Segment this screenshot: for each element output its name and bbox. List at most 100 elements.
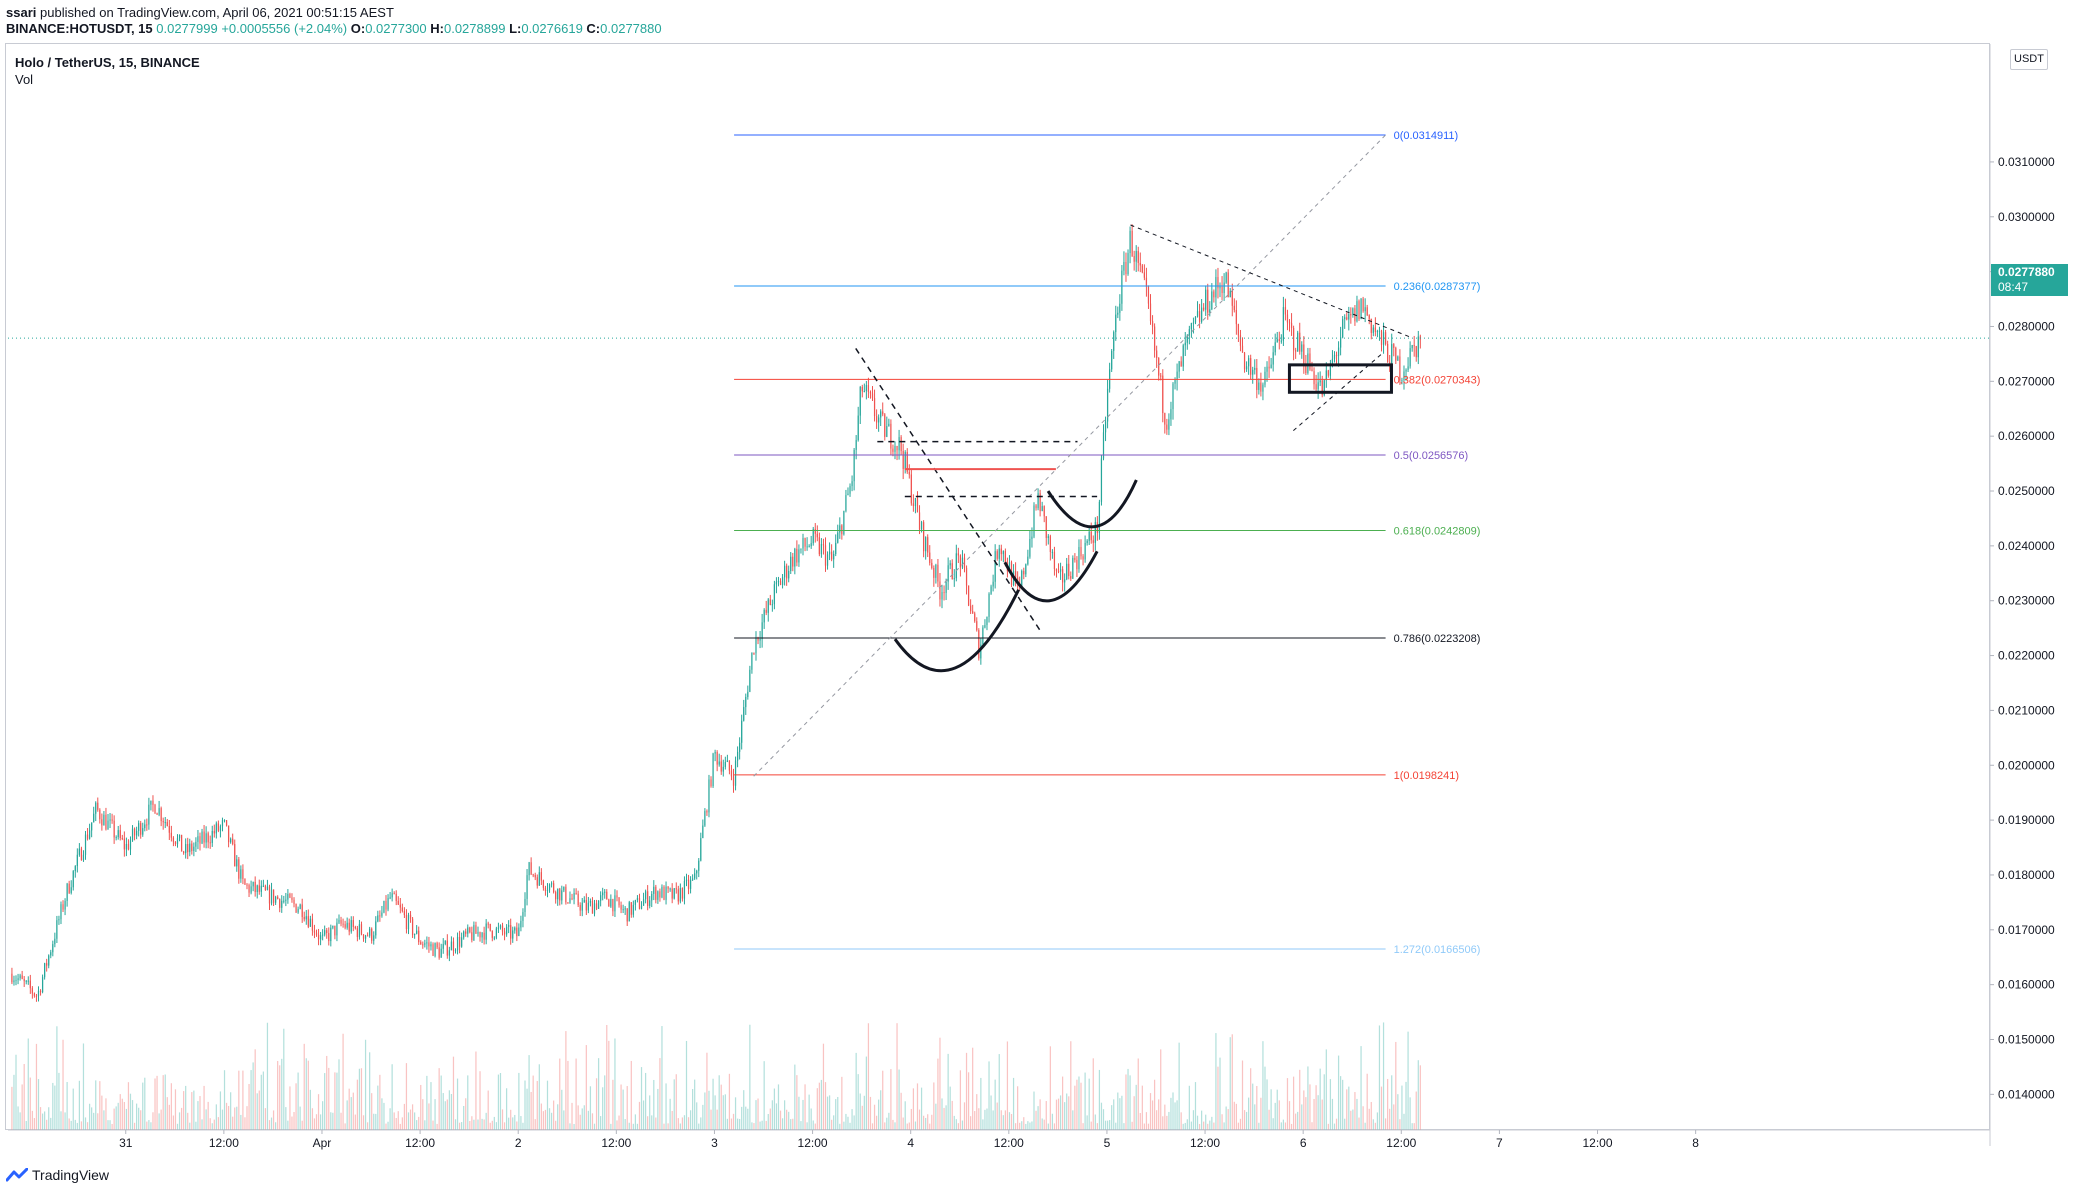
- candle-body: [375, 921, 377, 936]
- volume-bar: [677, 1118, 679, 1130]
- candle: [1274, 333, 1276, 356]
- candle-body: [508, 925, 510, 927]
- volume-bar: [150, 1122, 152, 1130]
- volume-bar: [432, 1120, 434, 1130]
- volume-bar: [487, 1090, 489, 1130]
- candle-body: [146, 824, 148, 826]
- volume-bar: [322, 1101, 324, 1130]
- candle-body: [779, 581, 782, 585]
- candle: [189, 838, 191, 857]
- candle: [326, 928, 328, 939]
- volume-bar: [1156, 1110, 1158, 1130]
- candle-body: [996, 551, 998, 559]
- candle: [438, 942, 440, 960]
- candle: [1149, 294, 1152, 325]
- candle: [1325, 362, 1327, 388]
- tradingview-brand[interactable]: TradingView: [6, 1167, 109, 1183]
- volume-bar: [471, 1116, 473, 1130]
- candle: [283, 895, 285, 904]
- candle: [1151, 315, 1154, 335]
- candle: [591, 897, 594, 914]
- candle-body: [692, 878, 694, 880]
- candle: [246, 883, 248, 890]
- volume-bar: [661, 1026, 663, 1130]
- candle-body: [346, 922, 348, 928]
- candle-body: [595, 903, 598, 909]
- volume-bar: [479, 1071, 481, 1130]
- volume-bar: [781, 1118, 784, 1130]
- volume-bar: [21, 1084, 23, 1130]
- candle: [213, 824, 215, 838]
- candle: [178, 834, 181, 842]
- volume-bar: [640, 1067, 643, 1130]
- volume-bar: [916, 1083, 919, 1130]
- candle-body: [1311, 369, 1313, 372]
- candle: [1029, 530, 1031, 559]
- candle-body: [904, 452, 906, 469]
- volume-bar: [1307, 1066, 1309, 1130]
- candle-body: [759, 638, 761, 641]
- candle: [769, 594, 771, 606]
- volume-bar: [1260, 1097, 1262, 1130]
- volume-bar: [360, 1068, 363, 1130]
- candle-body: [589, 900, 592, 903]
- candle-body: [180, 834, 183, 852]
- volume-bar: [366, 1122, 369, 1130]
- candle: [661, 884, 663, 899]
- volume-bar: [1380, 1086, 1383, 1130]
- candle: [1344, 314, 1346, 329]
- volume-bar: [896, 1023, 898, 1130]
- candle-body: [1186, 335, 1188, 343]
- candle-body: [1337, 347, 1340, 357]
- volume-bar: [1254, 1104, 1256, 1130]
- fib-level-label: 0.618(0.0242809): [1394, 525, 1481, 537]
- volume-bar: [855, 1052, 857, 1130]
- volume-bar: [29, 1077, 31, 1130]
- candle-body: [798, 549, 800, 563]
- candle: [980, 638, 982, 665]
- candle: [450, 936, 453, 951]
- volume-bar: [1229, 1037, 1231, 1130]
- volume-bar: [1172, 1092, 1174, 1130]
- y-tick-label: 0.0300000: [1998, 210, 2055, 224]
- candle-body: [677, 889, 679, 902]
- candle: [146, 818, 148, 831]
- candle: [309, 915, 311, 927]
- candle-body: [497, 927, 500, 929]
- candle: [103, 811, 105, 826]
- candle: [1284, 298, 1287, 321]
- candle: [76, 848, 78, 873]
- volume-bar: [387, 1121, 389, 1130]
- volume-bar: [763, 1061, 765, 1130]
- candle-body: [1237, 324, 1240, 336]
- candle: [223, 819, 226, 823]
- candle-body: [232, 838, 234, 845]
- candle: [732, 768, 735, 793]
- currency-unit-button[interactable]: USDT: [2010, 49, 2048, 70]
- candle-body: [19, 975, 21, 979]
- candle-body: [734, 760, 737, 786]
- volume-bar: [25, 1121, 27, 1130]
- candle-body: [438, 947, 440, 958]
- volume-bar: [78, 1080, 80, 1130]
- candle-body: [281, 900, 283, 908]
- volume-bar: [1014, 1123, 1017, 1130]
- candle: [125, 837, 128, 857]
- candle: [961, 550, 964, 570]
- candle-body: [211, 831, 213, 843]
- candle: [387, 894, 389, 912]
- candle: [540, 868, 542, 885]
- candle-body: [1198, 311, 1201, 322]
- candle: [379, 910, 381, 922]
- candle: [716, 750, 718, 772]
- volume-bar: [373, 1113, 375, 1130]
- candle-body: [1282, 307, 1284, 341]
- volume-bar: [465, 1098, 467, 1130]
- candle-body: [608, 899, 610, 907]
- candle: [1327, 369, 1329, 378]
- candle-body: [765, 609, 767, 613]
- volume-bar: [285, 1107, 287, 1130]
- volume-bar: [1352, 1109, 1354, 1130]
- volume-bar: [959, 1070, 962, 1130]
